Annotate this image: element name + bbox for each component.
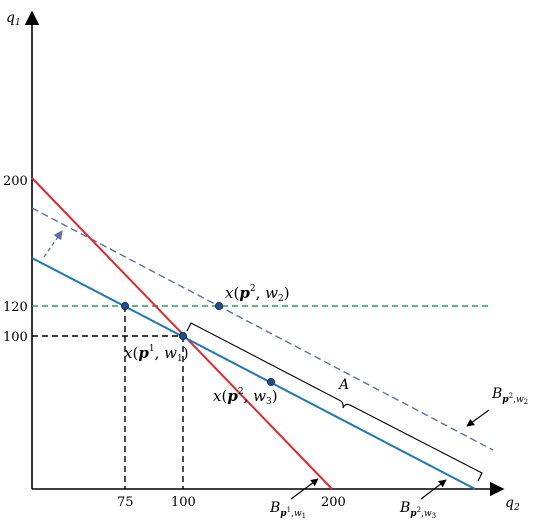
y-tick-120: 120 bbox=[3, 300, 28, 315]
label-budget-p2-w2: Bp2,w2 bbox=[491, 386, 528, 406]
pointer-budget-p1-w1 bbox=[290, 478, 319, 500]
y-tick-200: 200 bbox=[3, 174, 28, 189]
y-tick-100: 100 bbox=[3, 330, 28, 345]
shift-arrow bbox=[43, 230, 63, 258]
x-axis-label: q2 bbox=[505, 495, 520, 513]
label-budget-p2-w3: Bp2,w3 bbox=[399, 500, 436, 520]
x-tick-200: 200 bbox=[321, 495, 346, 510]
point-x-p2-w2 bbox=[214, 301, 223, 310]
x-tick-75: 75 bbox=[117, 495, 134, 510]
label-x-p2-w3: x(p2, w3) bbox=[213, 387, 278, 407]
point-x-p2-w3 bbox=[266, 377, 275, 386]
budget-line-p2-w2 bbox=[31, 207, 494, 451]
point-75-120 bbox=[121, 301, 130, 310]
label-budget-p1-w1: Bp1,w1 bbox=[269, 500, 306, 520]
label-x-p1-w1: x(p1, w1) bbox=[124, 344, 189, 364]
point-x-p1-w1 bbox=[178, 331, 187, 340]
segment-A-brace bbox=[186, 322, 483, 482]
pointer-budget-p2-w2 bbox=[466, 409, 490, 427]
label-x-p2-w2: x(p2, w2) bbox=[225, 284, 290, 304]
y-axis-label: q1 bbox=[6, 10, 21, 28]
pointer-budget-p2-w3 bbox=[420, 479, 447, 500]
x-tick-100: 100 bbox=[171, 495, 196, 510]
budget-line-p2-w3 bbox=[31, 257, 476, 490]
segment-A-label: A bbox=[337, 377, 349, 393]
